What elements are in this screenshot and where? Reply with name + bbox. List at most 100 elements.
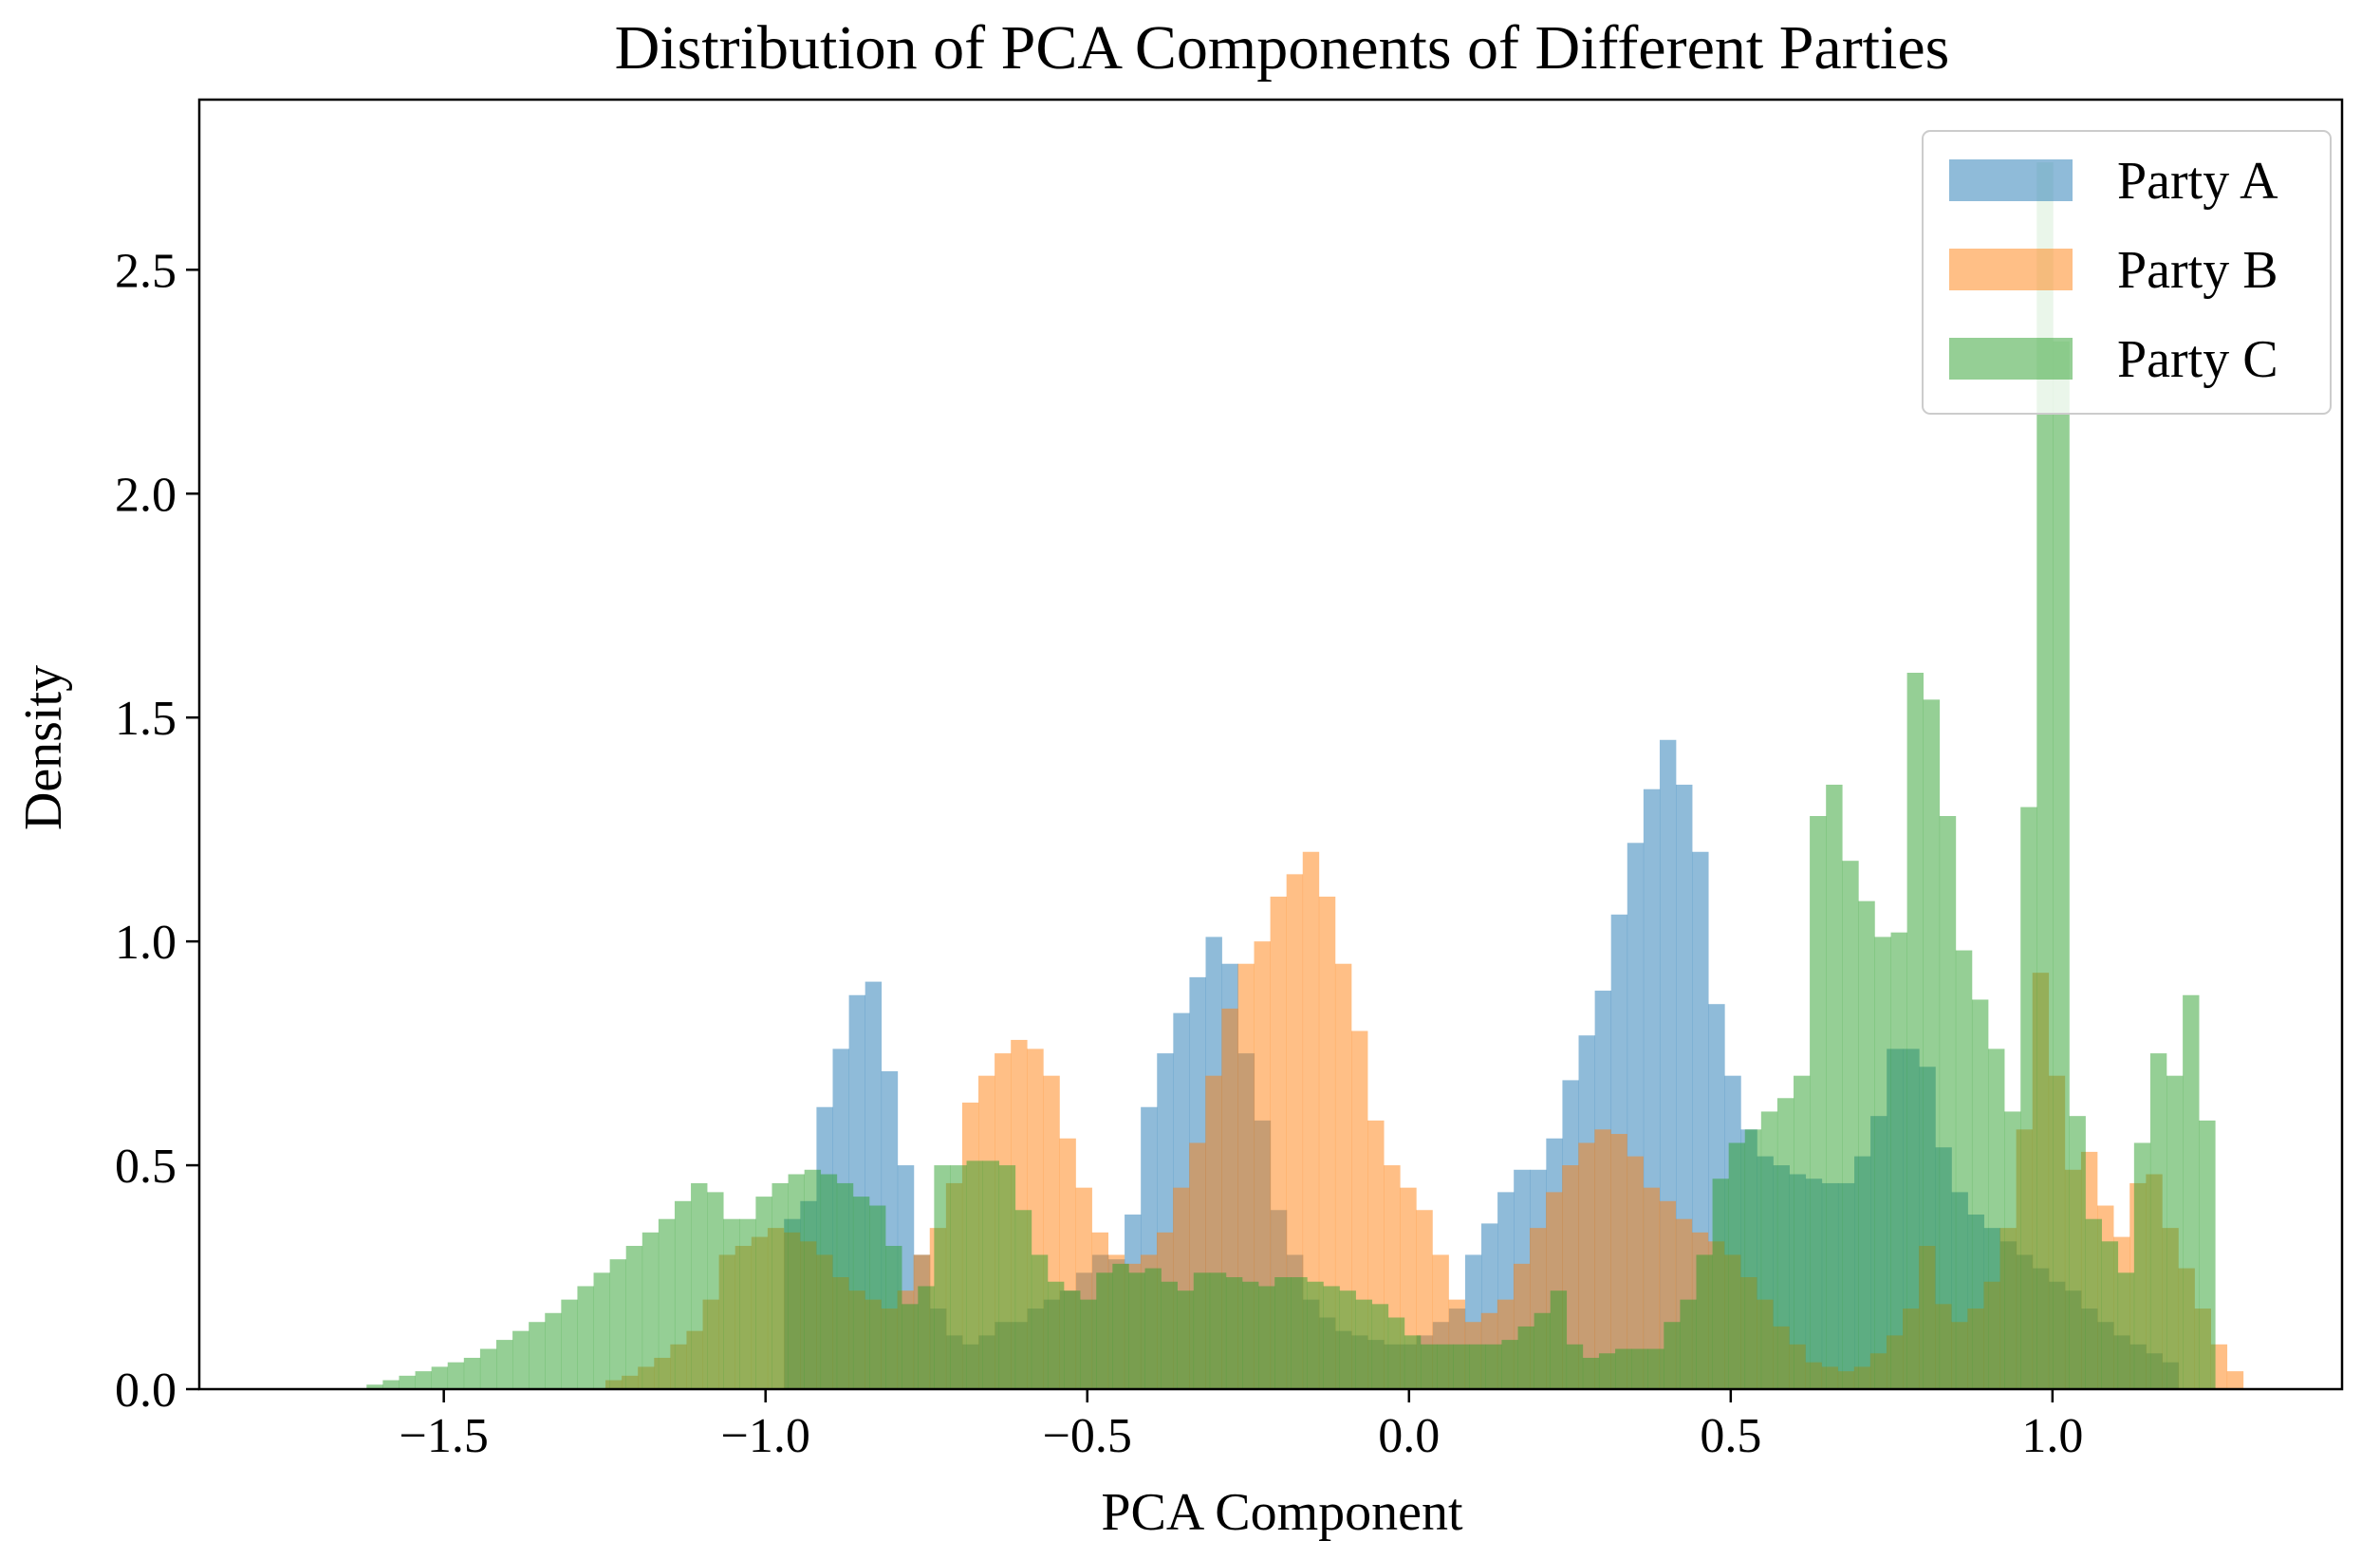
series-party-c (366, 162, 2216, 1390)
histogram-bar (1387, 1317, 1405, 1389)
legend-swatch (1949, 159, 2073, 201)
histogram-bar (1971, 999, 1989, 1389)
histogram-bar (1064, 1290, 1081, 1389)
histogram-bar (1610, 1134, 1627, 1389)
histogram-bar (2101, 1241, 2119, 1389)
histogram-bar (1177, 1290, 1195, 1389)
histogram-bar (512, 1330, 530, 1389)
histogram-bar (1712, 1179, 1729, 1389)
legend-label: Party B (2117, 241, 2278, 300)
histogram-bar (852, 1197, 870, 1389)
histogram-bar (1647, 1348, 1664, 1389)
histogram-bar (2004, 1111, 2021, 1389)
histogram-bar (674, 1200, 692, 1389)
histogram-bar (2149, 1053, 2167, 1389)
histogram-bar (1270, 896, 1287, 1389)
histogram-bar (1501, 1340, 1518, 1389)
histogram-bar (1664, 1322, 1681, 1389)
histogram-bar (658, 1218, 676, 1389)
histogram-bar (496, 1340, 513, 1389)
histogram-bar (1323, 1286, 1340, 1389)
histogram-bar (1031, 1254, 1049, 1389)
histogram-bar (641, 1232, 660, 1389)
histogram-bar (1404, 1335, 1422, 1390)
histogram-bar (1339, 1290, 1356, 1389)
histogram-bar (804, 1169, 822, 1389)
histogram-bar (902, 1304, 919, 1389)
histogram-bar (950, 1165, 967, 1389)
histogram-bar (415, 1371, 432, 1390)
histogram-bar (869, 1205, 886, 1389)
histogram-bar (1420, 1344, 1438, 1389)
histogram-bar (545, 1312, 562, 1389)
histogram-bar (1594, 1129, 1611, 1389)
histogram-bar (755, 1197, 772, 1389)
histogram-bar (1550, 1290, 1568, 1389)
histogram-bar (1874, 937, 1891, 1389)
histogram-bar (739, 1218, 756, 1389)
y-tick-label: 0.5 (115, 1140, 177, 1194)
histogram-bar (1318, 896, 1336, 1389)
bars-layer (366, 162, 2244, 1390)
x-tick-label: −1.5 (400, 1409, 489, 1463)
histogram-bar (577, 1286, 594, 1389)
histogram-bar (1776, 1098, 1794, 1389)
histogram-bar (447, 1362, 465, 1389)
histogram-bar (1842, 861, 1859, 1389)
histogram-bar (1858, 900, 1875, 1389)
histogram-bar (723, 1218, 740, 1389)
histogram-bar (1047, 1281, 1065, 1389)
histogram-bar (1334, 963, 1352, 1389)
histogram-bar (609, 1259, 626, 1389)
histogram-bar (1371, 1304, 1389, 1389)
histogram-bar (1826, 784, 1843, 1389)
histogram-bar (1014, 1210, 1032, 1389)
histogram-bar (1144, 1268, 1162, 1389)
histogram-bar (691, 1182, 708, 1389)
legend-swatch (1949, 338, 2073, 380)
histogram-bar (1112, 1263, 1129, 1390)
histogram-bar (1469, 1344, 1486, 1389)
histogram-bar (1291, 1277, 1308, 1389)
histogram-bar (1728, 1142, 1746, 1389)
legend-swatch (1949, 249, 2073, 290)
chart-title: Distribution of PCA Components of Differ… (615, 13, 1950, 83)
histogram-bar (1225, 1277, 1243, 1389)
legend-label: Party A (2117, 152, 2278, 211)
axes-layer: −1.5 −1.0 −0.5 0.0 0.5 1.0 0.0 0.5 1.0 1.5 2.0 2.5 (115, 98, 2344, 1463)
histogram-bar (399, 1375, 416, 1389)
histogram-bar (1096, 1272, 1113, 1389)
y-tick-label: 1.5 (115, 692, 177, 746)
histogram-bar (772, 1182, 789, 1389)
x-tick-label: 0.0 (1378, 1409, 1440, 1463)
histogram-bar (431, 1366, 449, 1389)
histogram-bar (1517, 1326, 1534, 1389)
histogram-bar (1485, 1344, 1502, 1389)
histogram-bar (1242, 1281, 1259, 1389)
histogram-bar (1302, 851, 1320, 1389)
y-tick-label: 0.0 (115, 1364, 177, 1418)
histogram-bar (1355, 1299, 1373, 1390)
histogram-bar (2226, 1371, 2244, 1390)
histogram-bar (1254, 941, 1271, 1390)
histogram-bar (625, 1246, 643, 1389)
x-tick-label: −0.5 (1043, 1409, 1132, 1463)
histogram-bar (529, 1322, 546, 1389)
histogram-bar (561, 1299, 578, 1390)
histogram-bar (1453, 1344, 1470, 1389)
histogram-bar (1988, 1049, 2005, 1390)
histogram-bar (366, 1384, 383, 1389)
histogram-bar (1794, 1075, 1811, 1389)
histogram-bar (1643, 1187, 1660, 1389)
histogram-bar (1534, 1312, 1551, 1389)
histogram-bar (1696, 1254, 1713, 1389)
histogram-bar (998, 1165, 1016, 1389)
histogram-bar (2199, 1120, 2216, 1390)
histogram-bar (1274, 1277, 1292, 1389)
histogram-bar (2036, 162, 2054, 1389)
histogram-bar (1939, 816, 1957, 1389)
histogram-bar (1760, 1111, 1778, 1389)
legend-label: Party C (2117, 330, 2278, 389)
histogram-bar (1286, 874, 1304, 1389)
